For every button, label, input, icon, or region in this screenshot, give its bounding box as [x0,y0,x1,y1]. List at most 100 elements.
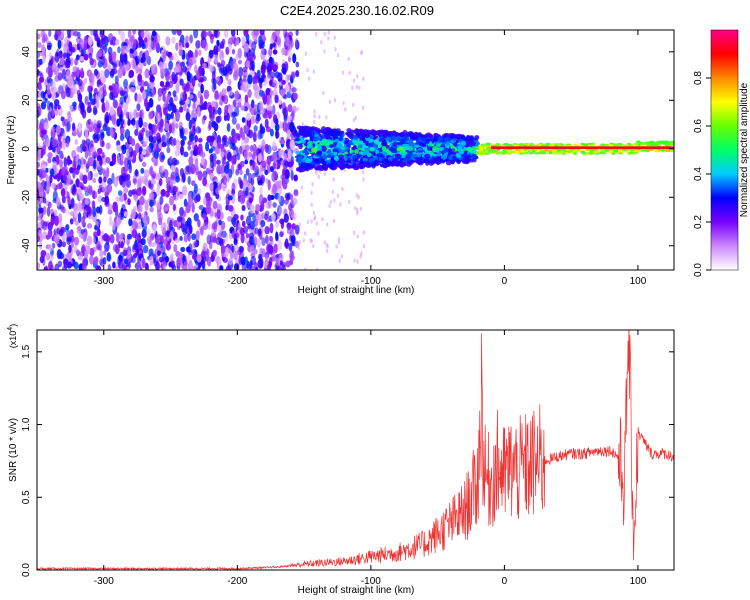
heatmap-cell [341,145,346,150]
heatmap-cell [326,154,332,159]
heatmap-cell [315,32,318,37]
y-tick-label: 40 [21,46,32,58]
heatmap-cell [135,248,139,256]
heatmap-cell [98,205,103,215]
heatmap-cell [147,228,151,238]
heatmap-cell [143,199,149,205]
heatmap-cell [77,212,82,224]
heatmap-cell [59,252,65,260]
heatmap-cell [432,137,438,143]
heatmap-cell [185,35,189,43]
heatmap-cell [284,238,289,249]
heatmap-cell [143,98,148,108]
heatmap-cell [195,40,201,49]
heatmap-cell [243,30,248,37]
heatmap-cell [264,254,269,263]
heatmap-cell [164,203,170,211]
heatmap-cell [128,111,134,121]
heatmap-cell [114,81,120,90]
heatmap-cell [158,256,165,263]
heatmap-cell [243,150,248,160]
heatmap-cell [269,43,274,50]
heatmap-cell [161,134,166,144]
heatmap-cell [265,234,269,244]
heatmap-cell [185,205,191,214]
heatmap-cell [333,35,336,40]
heatmap-cell [57,104,61,110]
heatmap-cell [164,70,171,82]
heatmap-cell [66,121,71,132]
heatmap-cell [451,148,456,153]
heatmap-cell [149,74,155,83]
heatmap-cell [155,172,161,181]
heatmap-cell [285,74,289,84]
heatmap-cell [92,189,96,200]
heatmap-cell [144,68,150,79]
heatmap-cell [122,101,127,112]
heatmap-cell [107,209,113,215]
heatmap-cell [219,164,225,174]
heatmap-cell [191,253,197,260]
heatmap-cell [65,87,71,98]
snr-series-line [37,330,674,570]
heatmap-cell [39,197,44,204]
heatmap-cell [116,144,122,152]
heatmap-cell [267,179,271,191]
heatmap-cell [93,87,98,95]
heatmap-cell [170,122,175,134]
heatmap-cell [38,71,43,77]
heatmap-cell [315,267,319,270]
heatmap-cell [196,254,202,263]
heatmap-cell [293,174,298,182]
heatmap-cell [105,166,110,178]
heatmap-cell [202,76,207,82]
heatmap-cell [194,196,198,204]
heatmap-cell [313,109,316,114]
heatmap-cell [41,170,47,179]
heatmap-cell [197,188,202,195]
heatmap-cell [250,106,255,116]
heatmap-cell [543,149,549,152]
heatmap-cell [191,109,195,119]
heatmap-cell [120,214,124,221]
heatmap-cell [322,90,325,96]
heatmap-cell [131,189,136,195]
heatmap-cell [46,206,51,217]
heatmap-cell [190,121,196,129]
heatmap-cell [153,160,159,167]
heatmap-cell [312,210,316,216]
heatmap-cell [339,160,346,164]
heatmap-cell [430,160,435,165]
heatmap-cell [275,129,279,139]
heatmap-cell [175,111,181,120]
heatmap-cell [123,59,128,65]
spectrogram-y-label: Frequency (Hz) [6,116,17,185]
heatmap-cell [390,160,395,167]
heatmap-cell [121,203,126,211]
heatmap-cell [167,103,172,112]
heatmap-cell [264,118,269,129]
heatmap-cell [237,222,241,231]
heatmap-cell [94,225,98,231]
heatmap-cell [93,231,98,238]
heatmap-cell [61,195,66,204]
heatmap-cell [232,150,237,156]
heatmap-cell [277,72,283,83]
heatmap-cell [337,164,344,168]
heatmap-cell [207,135,213,143]
heatmap-cell [40,101,47,110]
heatmap-cell [191,233,197,241]
heatmap-cell [131,229,138,239]
heatmap-cell [545,142,550,146]
heatmap-cell [82,174,88,185]
heatmap-cell [284,160,289,167]
heatmap-cell [376,152,383,158]
heatmap-cell [161,141,167,148]
heatmap-cell [180,139,185,147]
heatmap-cell [328,203,331,209]
heatmap-cell [91,73,96,83]
heatmap-cell [358,85,361,91]
heatmap-cell [77,93,83,103]
heatmap-cell [112,261,116,269]
heatmap-cell [221,230,227,238]
